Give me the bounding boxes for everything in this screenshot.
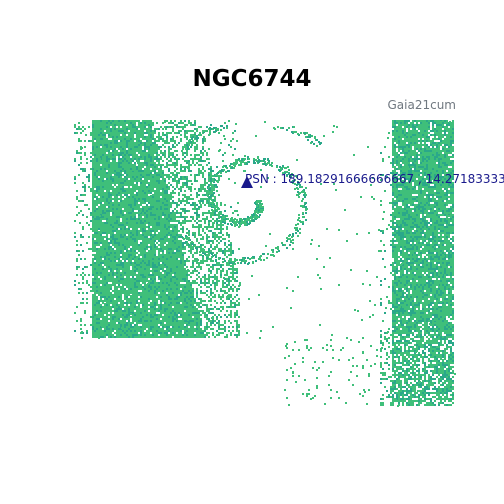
target-separator: , xyxy=(417,172,422,186)
target-label-prefix: PSN : xyxy=(245,172,277,186)
page-title: NGC6744 xyxy=(192,66,312,92)
target-label: PSN : 189.18291666666667 , 14.27183333 xyxy=(245,172,504,186)
sky-pixels xyxy=(74,120,456,407)
triangle-up-icon xyxy=(241,176,253,188)
source-label: Gaia21cum xyxy=(387,98,456,112)
target-dec: 14.27183333 xyxy=(425,172,504,186)
target-ra: 189.18291666666667 xyxy=(280,172,415,186)
